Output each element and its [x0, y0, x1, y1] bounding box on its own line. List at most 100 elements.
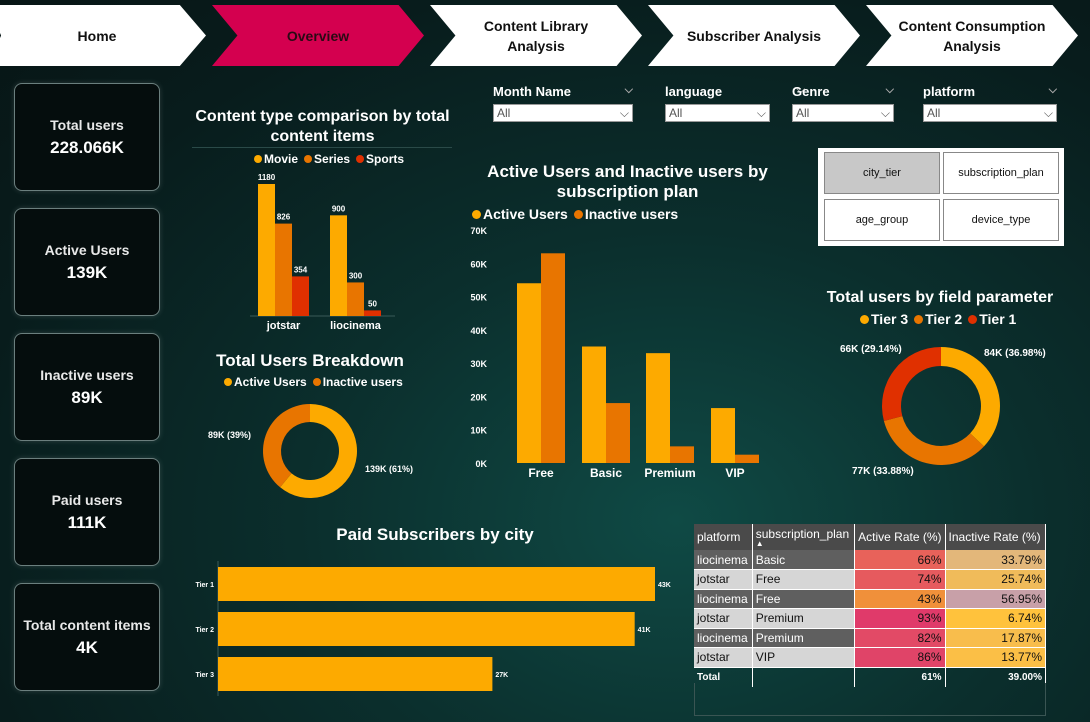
filter-label: Genre: [792, 84, 830, 99]
category-label: Free: [528, 466, 554, 480]
cell-plan: Premium: [752, 628, 856, 648]
cell-inactive-rate: 17.87%: [945, 628, 1047, 648]
filter-dropdown[interactable]: All ⌵: [792, 104, 894, 122]
bar-movie-jotstar: [258, 184, 275, 316]
bar-inactive-users-premium: [670, 446, 694, 463]
cell-inactive-rate: 33.79%: [945, 550, 1047, 570]
tier-donut-chart: 84K (36.98%) 77K (33.88%) 66K (29.14%): [840, 344, 1046, 477]
table-header[interactable]: Active Rate (%): [854, 524, 946, 550]
divider: [192, 147, 452, 148]
cell-platform: liocinema: [694, 589, 753, 609]
table-frame: [694, 683, 1046, 716]
breakdown-chart-title: Total Users Breakdown: [216, 351, 404, 370]
content-type-bar-chart: 1180 826 354 jotstar 900 300 50 liocinema: [250, 173, 395, 332]
table-header[interactable]: platform: [694, 524, 753, 550]
nav-content-consumption-button[interactable]: Content Consumption Analysis: [866, 5, 1078, 66]
legend-item: Active Users: [224, 375, 307, 389]
filter-month[interactable]: Month Name ⌵ All ⌵: [493, 0, 633, 122]
cell-platform: jotstar: [694, 569, 753, 590]
data-label: 826: [277, 213, 291, 222]
cell-plan: Free: [752, 569, 856, 590]
slice-tier-3: [941, 347, 1000, 447]
field-param-age-group[interactable]: age_group: [824, 199, 940, 241]
total-cell: Total: [694, 667, 753, 687]
slice-tier-1: [882, 347, 941, 421]
tier-chart-title: Total users by field parameter: [826, 289, 1054, 306]
legend-item: Movie: [254, 152, 298, 166]
cell-platform: liocinema: [694, 628, 753, 648]
nav-label: Subscriber Analysis: [686, 27, 822, 44]
y-tick-label: 60K: [470, 259, 487, 269]
chevron-down-icon: ⌵: [619, 105, 629, 120]
kpi-value: 89K: [71, 387, 103, 407]
cell-platform: liocinema: [694, 550, 753, 570]
bar-active-users-premium: [646, 353, 670, 463]
bar-sports-jotstar: [292, 276, 309, 316]
plan-chart-title: Active Users and Inactive users by subsc…: [487, 162, 768, 201]
category-label: Tier 2: [195, 627, 214, 634]
cell-inactive-rate: 56.95%: [945, 589, 1047, 609]
legend-item: Tier 3: [860, 311, 908, 327]
bar-tier-2: [218, 612, 635, 646]
category-label: Tier 1: [195, 582, 214, 589]
nav-label: Content Library Analysis: [483, 17, 589, 54]
filter-language[interactable]: language ⌵ All ⌵: [665, 0, 805, 122]
category-label: Premium: [644, 466, 695, 480]
table-row[interactable]: liocinema Premium 82% 17.87%: [694, 628, 1047, 648]
nav-subscriber-analysis-button[interactable]: Subscriber Analysis: [648, 5, 860, 66]
filter-value: All: [796, 106, 810, 120]
cell-platform: jotstar: [694, 608, 753, 629]
y-tick-label: 0K: [475, 459, 487, 469]
bar-movie-liocinema: [330, 215, 347, 316]
category-label: liocinema: [330, 320, 382, 332]
table-row[interactable]: jotstar Premium 93% 6.74%: [694, 608, 1047, 629]
bar-inactive-users-free: [541, 253, 565, 463]
nav-content-library-button[interactable]: Content Library Analysis: [430, 5, 642, 66]
chevron-down-icon: ⌵: [1048, 84, 1057, 96]
table-row[interactable]: liocinema Basic 66% 33.79%: [694, 550, 1047, 570]
table-row[interactable]: jotstar VIP 86% 13.77%: [694, 647, 1047, 668]
total-cell: 61%: [854, 667, 946, 687]
category-label: Tier 3: [195, 672, 214, 679]
kpi-active-users: Active Users 139K: [14, 208, 160, 316]
table-row[interactable]: liocinema Free 43% 56.95%: [694, 589, 1047, 609]
filter-dropdown[interactable]: All ⌵: [923, 104, 1057, 122]
filter-label: platform: [923, 84, 975, 99]
cell-active-rate: 93%: [854, 608, 946, 629]
filter-platform[interactable]: platform ⌵ All ⌵: [923, 0, 1057, 122]
table-row[interactable]: jotstar Free 74% 25.74%: [694, 569, 1047, 590]
filter-dropdown[interactable]: All ⌵: [493, 104, 633, 122]
legend-item: Tier 2: [914, 311, 962, 327]
nav-overview-button[interactable]: Overview: [212, 5, 424, 66]
field-param-subscription-plan[interactable]: subscription_plan: [943, 152, 1059, 194]
field-parameter-panel: city_tier subscription_plan age_group de…: [818, 148, 1064, 246]
chevron-down-icon: ⌵: [1043, 105, 1053, 120]
table-header[interactable]: Inactive Rate (%): [945, 524, 1047, 550]
table-total-row: Total 61% 39.00%: [694, 667, 1047, 687]
table-header-row: platform subscription_plan ▲ Active Rate …: [694, 524, 1047, 550]
table-header[interactable]: subscription_plan ▲: [752, 524, 856, 550]
field-param-city-tier[interactable]: city_tier: [824, 152, 940, 194]
filter-genre[interactable]: Genre ⌵ All ⌵: [792, 0, 894, 122]
category-label: Basic: [590, 466, 622, 480]
data-label: 27K: [495, 672, 508, 679]
slice-tier-2: [883, 416, 984, 465]
filter-dropdown[interactable]: All ⌵: [665, 104, 770, 122]
field-param-device-type[interactable]: device_type: [943, 199, 1059, 241]
bar-sports-liocinema: [364, 310, 381, 316]
data-label: 900: [332, 204, 346, 213]
category-label: jotstar: [266, 320, 301, 332]
data-label: 77K (33.88%): [852, 466, 914, 477]
nav-home-button[interactable]: Home: [0, 5, 206, 66]
data-label: 354: [294, 265, 308, 274]
filter-value: All: [669, 106, 683, 120]
bar-inactive-users-vip: [735, 454, 759, 463]
users-breakdown-donut: 139K (61%) 89K (39%): [208, 404, 413, 498]
y-tick-label: 70K: [470, 226, 487, 236]
kpi-value: 111K: [67, 512, 107, 532]
plan-bar-chart: 0K 10K 20K 30K 40K 50K 60K 70K Free Basic Premium V…: [470, 226, 759, 480]
kpi-total-users: Total users 228.066K: [14, 83, 160, 191]
kpi-value: 139K: [66, 262, 108, 282]
data-label: 89K (39%): [208, 430, 251, 440]
category-label: VIP: [725, 466, 744, 480]
